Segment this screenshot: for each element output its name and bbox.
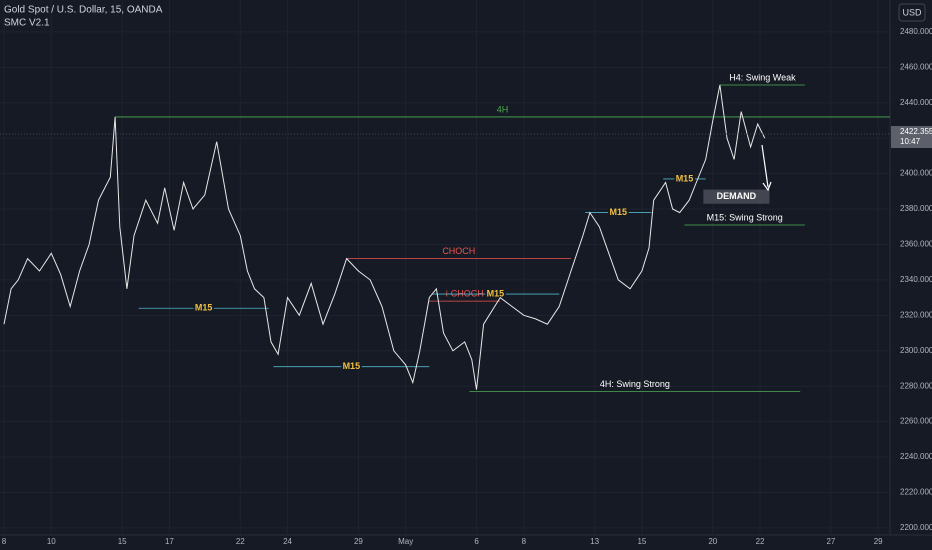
chart-title: Gold Spot / U.S. Dollar, 15, OANDA — [4, 5, 163, 16]
x-tick-label: May — [398, 537, 413, 546]
level-label: 4H — [497, 104, 509, 114]
x-tick-label: 10 — [47, 537, 56, 546]
projection-arrow — [761, 144, 769, 188]
x-tick-label: 22 — [756, 537, 765, 546]
y-tick-label: 2240.000 — [900, 452, 932, 461]
x-tick-label: 20 — [708, 537, 717, 546]
grid — [0, 0, 890, 535]
x-tick-label: 24 — [283, 537, 292, 546]
demand-zone — [703, 189, 770, 204]
price-line — [3, 84, 766, 390]
x-tick-label: 13 — [590, 537, 599, 546]
y-tick-label: 2280.000 — [900, 381, 932, 390]
x-tick-label: 27 — [826, 537, 835, 546]
level-label: M15 — [195, 303, 213, 313]
currency-button[interactable] — [898, 3, 926, 22]
x-tick-label: 17 — [165, 537, 174, 546]
y-tick-label: 2300.000 — [900, 346, 932, 355]
level-label: H4: Swing Weak — [729, 72, 796, 82]
level-label: M15 — [343, 361, 361, 371]
x-tick-label: 6 — [474, 537, 479, 546]
last-price-tag — [891, 126, 932, 149]
countdown-label: 10:47 — [900, 137, 921, 146]
y-tick-label: 2320.000 — [900, 310, 932, 319]
x-tick-label: 8 — [522, 537, 527, 546]
x-tick-label: 8 — [2, 537, 7, 546]
y-tick-label: 2460.000 — [900, 62, 932, 71]
y-tick-label: 2260.000 — [900, 417, 932, 426]
y-tick-label: 2220.000 — [900, 488, 932, 497]
projection-arrow-head — [762, 181, 772, 192]
x-tick-label: 29 — [874, 537, 883, 546]
x-tick-label: 15 — [118, 537, 127, 546]
y-tick-label: 2340.000 — [900, 275, 932, 284]
last-price-label: 2422.355 — [900, 127, 932, 136]
y-tick-label: 2360.000 — [900, 240, 932, 249]
plot: DEMAND 4H H4: Swing Weak M15: Swing Strong 4… — [0, 72, 890, 392]
level-label: i-CHOCH — [446, 289, 484, 299]
y-tick-label: 2380.000 — [900, 204, 932, 213]
level-label: CHOCH — [442, 246, 475, 256]
indicator-name: SMC V2.1 — [4, 18, 50, 29]
x-tick-label: 22 — [236, 537, 245, 546]
level-label: M15 — [676, 173, 694, 183]
level-label: 4H: Swing Strong — [600, 379, 670, 389]
x-tick-label: 15 — [637, 537, 646, 546]
currency-label: USD — [902, 7, 922, 17]
y-tick-label: 2200.000 — [900, 523, 932, 532]
y-tick-label: 2480.000 — [900, 27, 932, 36]
y-tick-label: 2440.000 — [900, 98, 932, 107]
level-label: M15 — [610, 207, 628, 217]
y-tick-label: 2400.000 — [900, 169, 932, 178]
level-label: M15 — [487, 288, 505, 298]
x-tick-label: 29 — [354, 537, 363, 546]
level-label: M15: Swing Strong — [707, 212, 783, 222]
demand-label: DEMAND — [717, 191, 757, 201]
